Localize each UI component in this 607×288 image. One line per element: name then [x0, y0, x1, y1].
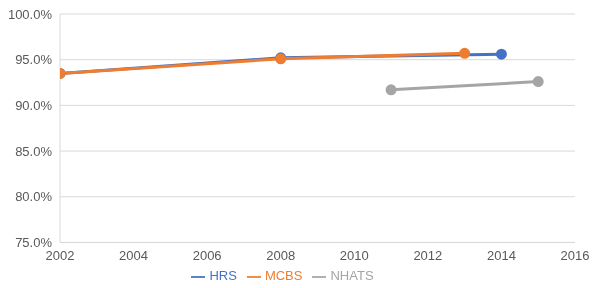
- svg-text:80.0%: 80.0%: [15, 189, 52, 204]
- svg-text:95.0%: 95.0%: [15, 52, 52, 67]
- svg-text:2014: 2014: [487, 248, 516, 263]
- svg-text:100.0%: 100.0%: [8, 7, 52, 22]
- svg-text:2010: 2010: [340, 248, 369, 263]
- svg-text:90.0%: 90.0%: [15, 98, 52, 113]
- svg-text:75.0%: 75.0%: [15, 235, 52, 250]
- html-text:NHATS: NHATS: [330, 268, 374, 284]
- svg-text:85.0%: 85.0%: [15, 144, 52, 159]
- svg-text:2004: 2004: [119, 248, 148, 263]
- html-text:HRS: HRS: [209, 268, 237, 284]
- html-text:MCBS: MCBS: [264, 268, 303, 284]
- svg-text:2016: 2016: [561, 248, 590, 263]
- svg-text:2012: 2012: [413, 248, 442, 263]
- svg-text:2006: 2006: [193, 248, 222, 263]
- svg-text:2008: 2008: [266, 248, 295, 263]
- svg-text:2002: 2002: [45, 247, 75, 263]
